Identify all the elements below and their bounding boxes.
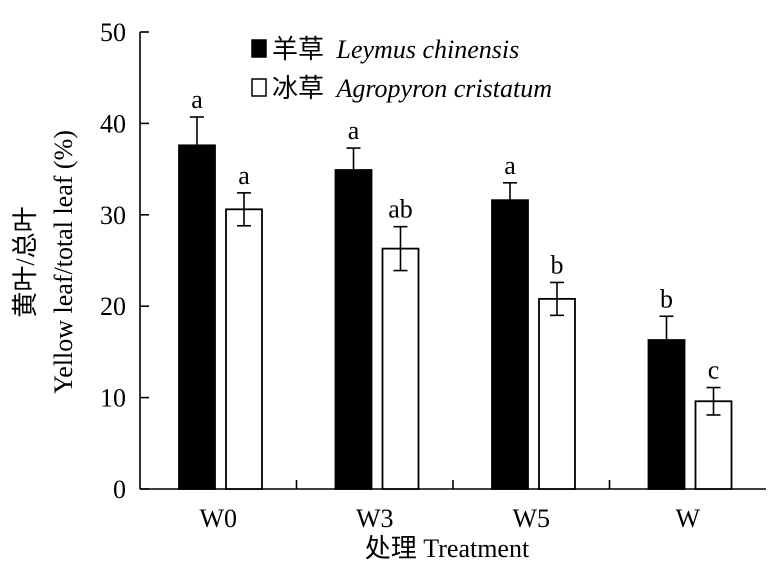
bar <box>491 199 529 490</box>
bar <box>538 297 576 490</box>
bar <box>178 144 216 490</box>
error-bars <box>190 116 721 416</box>
bar <box>694 400 733 490</box>
x-tick-label: W <box>675 504 700 533</box>
bar <box>381 247 420 490</box>
y-tick-label: 10 <box>100 384 126 413</box>
y-tick-label: 50 <box>100 18 126 47</box>
bar <box>225 208 263 490</box>
x-tick-label: W5 <box>512 504 550 533</box>
significance-label: b <box>660 284 673 313</box>
y-axis-label-cn: 黄叶/总叶 <box>11 206 40 317</box>
significance-label: ab <box>388 195 413 224</box>
bar <box>334 169 373 490</box>
y-ticks: 0 10 20 30 40 50 <box>100 18 149 504</box>
significance-label: a <box>238 161 250 190</box>
significance-label: a <box>191 85 203 114</box>
significance-label: c <box>708 356 720 385</box>
legend: 羊草 Leymus chinensis 冰草 Agropyron cristat… <box>251 35 552 103</box>
x-tick-label: W0 <box>199 504 237 533</box>
y-tick-label: 40 <box>100 109 126 138</box>
y-tick-label: 30 <box>100 201 126 230</box>
y-tick-label: 20 <box>100 292 126 321</box>
y-axis-label-en: Yellow leaf/total leaf (%) <box>49 130 78 394</box>
x-axis-label: 处理 Treatment <box>365 534 530 563</box>
legend-swatch-agropyron <box>251 78 267 97</box>
bar <box>647 339 686 490</box>
significance-label: b <box>551 250 564 279</box>
legend-label-agropyron: 冰草 Agropyron cristatum <box>272 74 552 103</box>
significance-label: a <box>348 116 360 145</box>
bars <box>178 144 733 490</box>
significance-label: a <box>504 151 516 180</box>
y-tick-label: 0 <box>113 475 126 504</box>
legend-swatch-leymus <box>251 39 267 58</box>
x-tick-label: W3 <box>356 504 394 533</box>
x-ticks: W0 W3 W5 W <box>199 480 700 533</box>
legend-label-leymus: 羊草 Leymus chinensis <box>272 35 519 64</box>
